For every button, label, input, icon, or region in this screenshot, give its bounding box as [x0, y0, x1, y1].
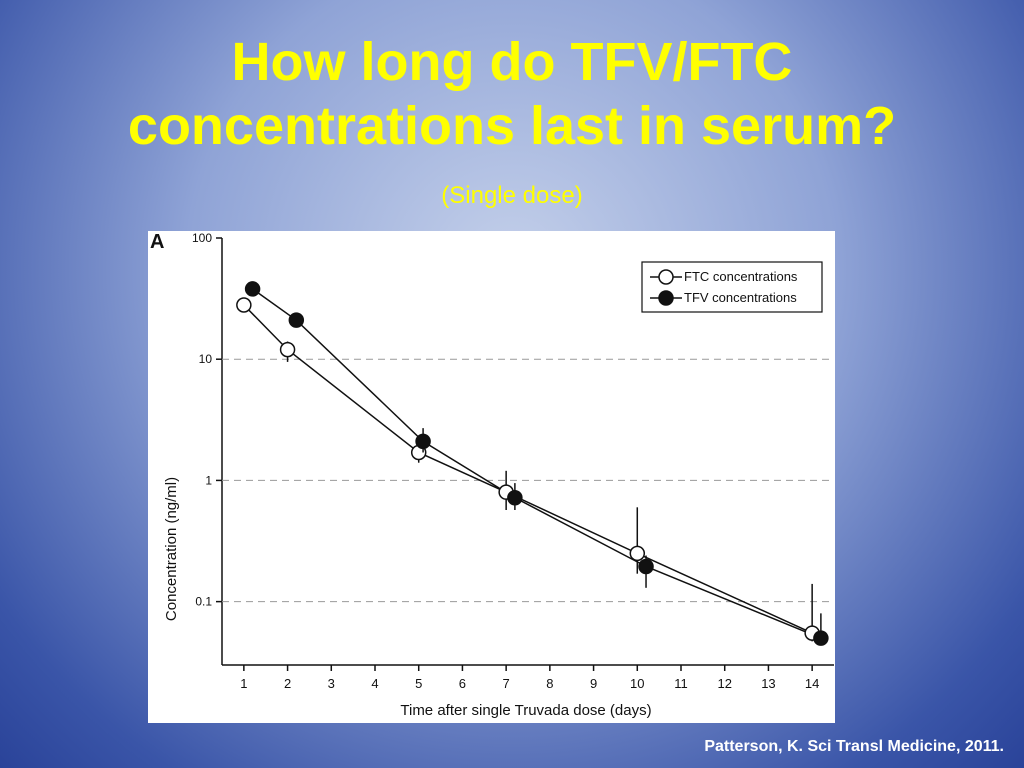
x-tick-label: 12 — [717, 676, 731, 691]
chart-panel — [148, 231, 835, 723]
data-point — [236, 297, 252, 313]
data-point — [813, 630, 829, 646]
legend-label: FTC concentrations — [684, 269, 798, 284]
x-tick-label: 1 — [240, 676, 247, 691]
slide-title: How long do TFV/FTC concentrations last … — [127, 32, 897, 156]
series-line — [252, 288, 822, 639]
legend-marker — [658, 269, 674, 285]
x-tick-label: 5 — [415, 676, 422, 691]
x-tick-label: 14 — [805, 676, 819, 691]
x-axis-label: Time after single Truvada dose (days) — [400, 702, 651, 719]
x-tick-label: 7 — [503, 676, 510, 691]
data-point — [288, 312, 305, 328]
y-tick-label: 0.1 — [195, 595, 212, 609]
citation: Patterson, K. Sci Transl Medicine, 2011. — [704, 738, 1004, 755]
x-tick-label: 13 — [761, 676, 775, 691]
y-tick-label: 1 — [205, 473, 212, 487]
legend-label: TFV concentrations — [684, 290, 797, 305]
x-tick-label: 3 — [328, 676, 335, 691]
data-point — [629, 545, 646, 562]
x-tick-label: 4 — [371, 676, 378, 691]
slide-subtitle: (Single dose) — [441, 182, 583, 209]
data-point — [279, 341, 296, 358]
panel-label: A — [150, 231, 164, 253]
data-point — [415, 433, 431, 450]
x-tick-label: 6 — [459, 676, 466, 691]
y-tick-label: 100 — [192, 231, 212, 245]
data-point — [638, 558, 654, 575]
y-tick-label: 10 — [199, 352, 213, 366]
data-point — [244, 281, 261, 297]
series-line — [243, 304, 813, 634]
x-tick-label: 2 — [284, 676, 291, 691]
x-tick-label: 9 — [590, 676, 597, 691]
legend-box — [641, 261, 823, 313]
x-tick-label: 11 — [674, 676, 688, 691]
data-point — [507, 489, 523, 506]
x-tick-label: 8 — [546, 676, 553, 691]
legend-marker — [658, 290, 674, 306]
y-axis-label: Concentration (ng/ml) — [163, 477, 180, 621]
x-tick-label: 10 — [630, 676, 644, 691]
chart: A Time after single Truvada dose (days) … — [148, 231, 835, 723]
